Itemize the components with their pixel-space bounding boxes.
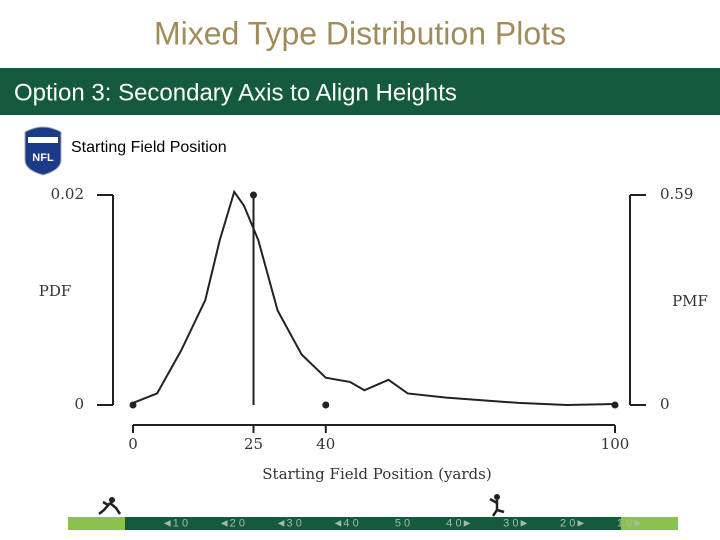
- y2-tick-label: 0: [660, 395, 670, 413]
- pmf-point: [322, 401, 330, 409]
- subtitle-band: [0, 68, 720, 115]
- yard-label: 5 0: [395, 517, 410, 529]
- y-axis-label: PDF: [39, 282, 72, 300]
- y2-axis-label: PMF: [672, 292, 708, 310]
- x-tick-label: 100: [601, 435, 630, 453]
- yard-label: ◄1 0: [162, 517, 188, 529]
- y-tick-label: 0.02: [51, 185, 84, 203]
- yard-label: 1 0►: [617, 517, 643, 529]
- field-bar: [68, 494, 678, 530]
- x-axis-label: Starting Field Position (yards): [262, 465, 491, 483]
- x-tick-label: 25: [244, 435, 263, 453]
- yard-label: 2 0►: [560, 517, 586, 529]
- y-tick-label: 0: [74, 395, 84, 413]
- runner-icon: [98, 497, 122, 515]
- yard-label: 4 0►: [446, 517, 472, 529]
- yard-label: ◄3 0: [276, 517, 302, 529]
- slide-title: Mixed Type Distribution Plots: [154, 15, 566, 51]
- nfl-logo: NFL: [24, 126, 62, 176]
- logo-text: NFL: [32, 152, 54, 164]
- pmf-point: [611, 401, 619, 409]
- pmf-point: [129, 401, 137, 409]
- chart-title: Starting Field Position: [71, 139, 227, 156]
- x-tick-label: 0: [128, 435, 138, 453]
- y2-tick-label: 0.59: [660, 185, 693, 203]
- yard-label: 3 0►: [503, 517, 529, 529]
- x-tick-label: 40: [316, 435, 335, 453]
- pmf-point: [250, 191, 257, 199]
- yard-label: ◄2 0: [219, 517, 245, 529]
- kicker-icon: [489, 494, 505, 517]
- slide-subtitle: Option 3: Secondary Axis to Align Height…: [14, 79, 457, 106]
- yard-label: ◄4 0: [333, 517, 359, 529]
- pdf-curve: [132, 189, 616, 407]
